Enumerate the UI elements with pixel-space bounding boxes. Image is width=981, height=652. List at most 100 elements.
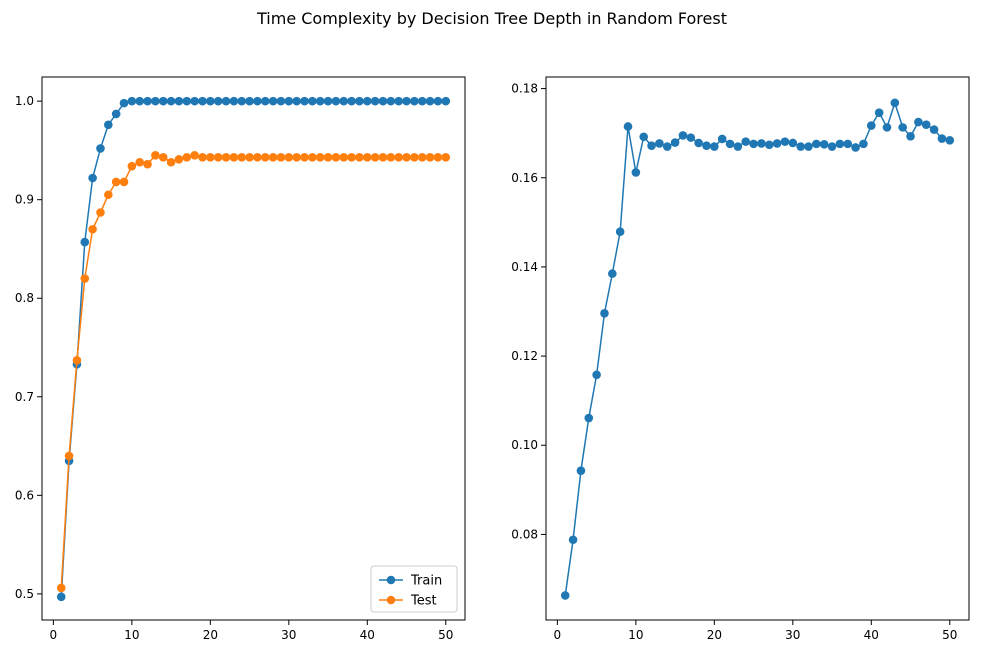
data-point	[410, 96, 419, 106]
data-point	[433, 153, 443, 162]
data-point	[827, 142, 837, 151]
data-point	[56, 583, 66, 593]
data-point	[402, 153, 411, 162]
data-point	[670, 138, 680, 147]
y-tick-label: 0.18	[511, 82, 538, 96]
data-point	[143, 96, 152, 106]
data-point	[166, 96, 176, 106]
data-point	[702, 141, 711, 150]
data-point	[111, 109, 121, 119]
data-point	[355, 153, 364, 162]
data-point	[425, 153, 435, 162]
data-point	[268, 96, 278, 106]
x-tick-label: 40	[864, 628, 879, 642]
data-point	[560, 591, 570, 600]
data-point	[151, 96, 160, 106]
data-point	[655, 139, 664, 148]
axes-frame	[545, 76, 970, 621]
legend-marker	[386, 595, 396, 605]
data-point	[292, 153, 301, 162]
data-point	[237, 153, 247, 162]
data-point	[866, 121, 876, 130]
data-point	[143, 159, 152, 169]
data-point	[158, 96, 168, 106]
data-point	[198, 96, 207, 106]
x-tick-label: 0	[50, 628, 58, 642]
data-point	[433, 96, 443, 106]
data-point	[608, 269, 617, 278]
data-point	[80, 274, 90, 283]
data-point	[260, 96, 270, 106]
right-plot: 0 10 20 30 40 50 0.08 0.10 0.12 0.14 0.16 0.18	[511, 76, 970, 642]
data-point	[733, 142, 743, 151]
data-point	[370, 96, 380, 106]
data-point	[623, 122, 633, 131]
data-point	[780, 137, 790, 146]
data-point	[198, 153, 207, 162]
axes-frame	[41, 76, 466, 621]
data-point	[347, 96, 356, 106]
data-point	[386, 153, 396, 162]
data-point	[370, 153, 380, 162]
data-point	[929, 125, 939, 134]
data-point	[323, 153, 333, 162]
data-point	[308, 153, 317, 162]
data-point	[843, 139, 853, 149]
data-point	[206, 96, 215, 106]
data-point	[292, 96, 301, 106]
data-point	[119, 177, 129, 187]
y-tick-label: 0.9	[15, 193, 34, 207]
data-point	[284, 96, 294, 106]
y-tick-label: 0.10	[511, 438, 538, 452]
data-point	[568, 535, 578, 545]
data-point	[245, 153, 254, 162]
y-tick-label: 1.0	[15, 94, 34, 108]
data-point	[362, 153, 372, 162]
data-point	[237, 96, 247, 106]
data-point	[135, 157, 145, 167]
data-point	[378, 96, 388, 106]
data-point	[127, 161, 137, 171]
data-point	[339, 153, 349, 162]
data-point	[378, 153, 388, 162]
data-point	[276, 153, 286, 162]
data-point	[788, 138, 798, 148]
data-point	[268, 153, 278, 162]
data-point	[221, 96, 231, 106]
data-point	[639, 132, 649, 142]
data-point	[166, 157, 176, 167]
data-point	[686, 133, 696, 142]
data-point	[851, 143, 860, 152]
data-point	[945, 136, 955, 145]
data-point	[300, 153, 309, 162]
data-point	[592, 370, 601, 380]
data-point	[111, 177, 121, 187]
data-point	[206, 153, 215, 162]
data-point	[127, 96, 137, 106]
data-point	[88, 173, 97, 183]
data-point	[190, 151, 199, 160]
x-tick-label: 40	[360, 628, 375, 642]
data-point	[315, 96, 325, 106]
data-point	[717, 134, 727, 144]
legend-label: Train	[410, 574, 442, 589]
data-point	[245, 96, 254, 106]
data-point	[96, 144, 105, 153]
data-point	[190, 96, 199, 106]
data-point	[576, 466, 586, 475]
data-point	[355, 96, 364, 106]
data-point	[584, 413, 594, 423]
data-point	[104, 120, 113, 130]
y-tick-label: 0.8	[15, 291, 34, 305]
x-tick-label: 10	[628, 628, 643, 642]
series-line	[60, 154, 446, 589]
y-tick-label: 0.6	[15, 488, 34, 502]
data-point	[859, 139, 868, 149]
data-point	[80, 237, 90, 247]
data-point	[890, 98, 900, 108]
data-point	[417, 153, 427, 162]
data-point	[741, 137, 751, 146]
data-point	[213, 96, 223, 106]
data-point	[772, 139, 782, 148]
data-point	[874, 108, 884, 117]
